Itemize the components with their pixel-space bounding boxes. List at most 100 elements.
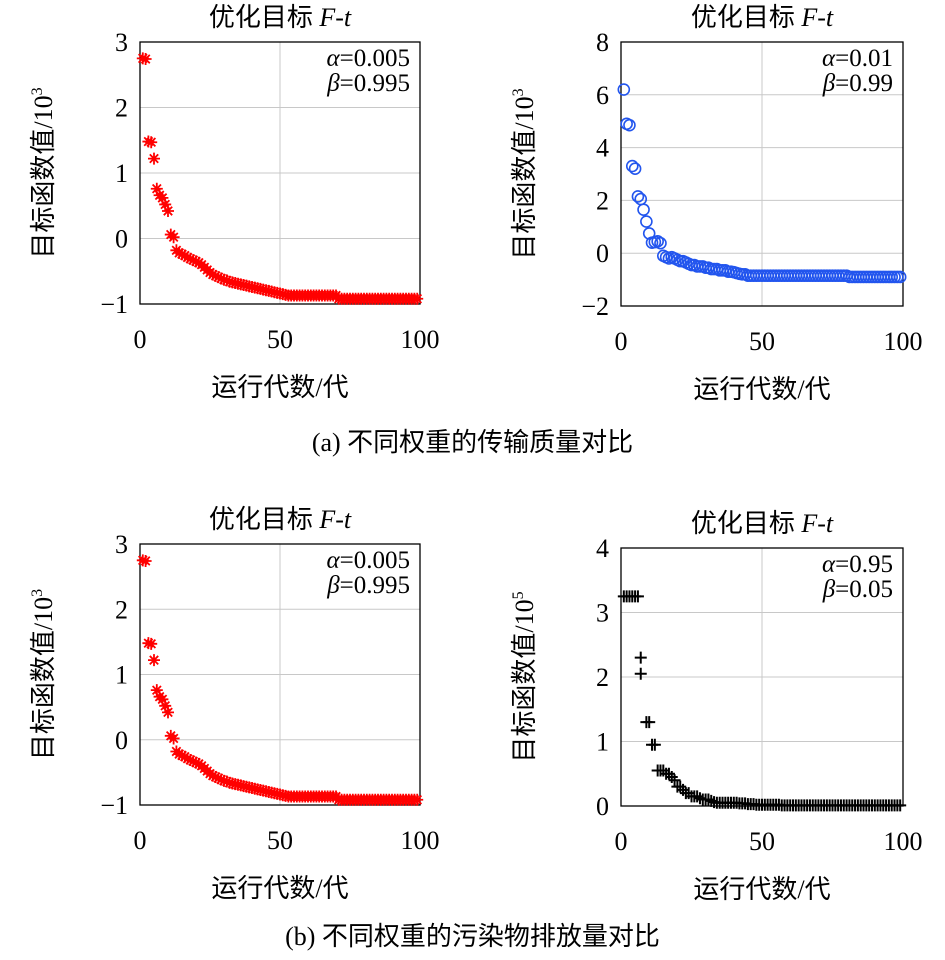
legend-value: =0.005 [340, 45, 410, 72]
data-point [184, 252, 197, 265]
data-point [705, 794, 718, 807]
data-point [181, 752, 194, 765]
chart-title: 优化目标 F-t [209, 3, 352, 32]
legend-entry: α=0.95 [822, 551, 893, 578]
legend-value: =0.01 [835, 45, 893, 72]
chart-title-main: 优化目标 [209, 3, 320, 32]
data-point [156, 191, 169, 204]
data-point [693, 792, 706, 805]
data-point [145, 136, 158, 149]
chart-title: 优化目标 F-t [209, 505, 352, 534]
data-point [625, 159, 639, 173]
data-point [893, 270, 907, 284]
data-point [668, 774, 681, 787]
legend-symbol: β [326, 572, 340, 599]
y-tick-label: 2 [596, 663, 609, 692]
data-point [643, 716, 656, 729]
plot-frame [620, 41, 904, 307]
data-point [631, 190, 645, 203]
data-point [212, 772, 225, 785]
y-axis-label-exp: 3 [29, 589, 46, 597]
x-axis-label: 运行代数/代 [693, 875, 830, 904]
data-point [411, 793, 424, 806]
y-tick-label: 2 [596, 186, 609, 215]
x-tick-label: 100 [401, 826, 440, 855]
data-point [411, 292, 424, 305]
data-point [145, 637, 158, 650]
y-tick-label: 4 [596, 534, 609, 563]
x-tick-label: 50 [749, 327, 775, 356]
chart-title-main: 优化目标 [209, 505, 320, 534]
legend-entry: β=0.05 [822, 576, 893, 603]
data-point [190, 756, 202, 769]
plot-frame [139, 543, 421, 806]
chart-title-italic: F-t [800, 509, 834, 538]
y-axis-label-base: 目标函数值/10 [510, 599, 539, 762]
legend-symbol: α [822, 45, 836, 72]
y-axis-label-base: 目标函数值/10 [29, 95, 58, 258]
data-point [631, 590, 644, 603]
data-point [156, 693, 169, 706]
data-point [654, 236, 667, 250]
legend-entry: α=0.01 [822, 45, 893, 72]
y-tick-label: 1 [596, 728, 609, 757]
caption-b: (b) 不同权重的污染物排放量对比 [285, 922, 660, 951]
x-tick-label: 0 [615, 327, 628, 356]
data-point [212, 271, 225, 284]
data-point [159, 198, 172, 211]
data-point [206, 769, 219, 782]
data-point [640, 215, 653, 228]
y-tick-label: 0 [596, 239, 609, 268]
data-point [167, 231, 180, 244]
data-point [623, 118, 636, 132]
data-point [634, 667, 647, 680]
data-point [173, 748, 186, 761]
x-tick-label: 0 [615, 827, 628, 856]
chart-title: 优化目标 F-t [691, 3, 834, 32]
data-point [176, 749, 188, 762]
x-tick-label: 100 [884, 827, 923, 856]
y-tick-label: 3 [115, 28, 128, 57]
data-point [209, 269, 222, 282]
chart-title-main: 优化目标 [691, 3, 802, 32]
y-axis-label: 目标函数值/103 [29, 589, 58, 760]
data-point [139, 554, 152, 567]
data-point [139, 53, 152, 66]
y-axis-label: 目标函数值/103 [29, 87, 58, 258]
x-tick-label: 100 [884, 327, 923, 356]
x-axis-label: 运行代数/代 [211, 373, 348, 402]
legend-value: =0.995 [340, 70, 410, 97]
legend-symbol: β [822, 576, 836, 603]
y-axis-label-exp: 5 [510, 591, 527, 599]
data-point [702, 793, 715, 806]
plot-frame [139, 41, 421, 305]
data-point [648, 738, 661, 751]
y-tick-label: 1 [115, 661, 128, 690]
y-tick-label: 0 [115, 225, 128, 254]
legend-entry: α=0.005 [327, 45, 410, 72]
chart-title-italic: F-t [318, 3, 352, 32]
data-point [187, 755, 200, 768]
y-tick-label: 2 [115, 94, 128, 123]
x-axis-label: 运行代数/代 [693, 375, 830, 404]
data-point [181, 251, 194, 264]
x-tick-label: 0 [134, 325, 147, 354]
legend-entry: β=0.995 [326, 572, 410, 599]
legend-symbol: β [822, 70, 836, 97]
x-tick-label: 0 [134, 826, 147, 855]
chart-title-italic: F-t [800, 3, 834, 32]
y-axis-label: 目标函数值/103 [510, 88, 539, 259]
legend-symbol: α [327, 45, 341, 72]
data-point [642, 227, 656, 240]
data-point [173, 246, 186, 259]
legend-value: =0.99 [835, 70, 893, 97]
y-tick-label: 6 [596, 81, 609, 110]
data-point [148, 152, 160, 165]
y-axis-label-base: 目标函数值/10 [29, 597, 58, 760]
y-axis-label-exp: 3 [510, 88, 527, 96]
chart-b2: 0 50 100 0 1 2 3 4 优化目标 F-t 运行代数/代 目标函数值/105 α=0.95… [510, 509, 923, 904]
legend-value: =0.005 [340, 547, 410, 574]
data-point [209, 770, 222, 783]
